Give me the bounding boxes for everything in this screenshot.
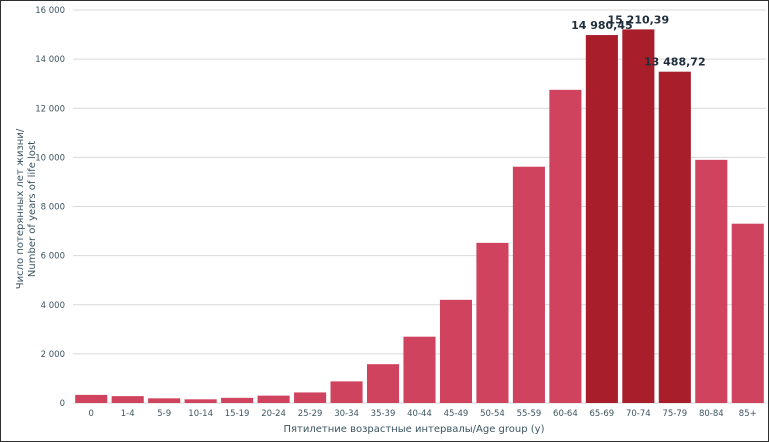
bar-45-49 xyxy=(439,299,473,403)
y-axis-label-line2: Number of years of life lost xyxy=(27,141,38,277)
y-tick-label: 10 000 xyxy=(35,153,65,163)
bar-75-79 xyxy=(658,71,691,403)
bar-50-54 xyxy=(476,242,509,403)
x-tick-label: 5-9 xyxy=(157,409,171,419)
y-tick-label: 8 000 xyxy=(41,203,65,213)
y-tick-label: 6 000 xyxy=(41,252,65,262)
bar-30-34 xyxy=(330,381,363,403)
x-axis-label: Пятилетние возрастные интервалы/Age grou… xyxy=(284,424,545,435)
x-tick-label: 15-19 xyxy=(225,409,250,419)
x-tick-label: 40-44 xyxy=(407,409,432,419)
bar-65-69 xyxy=(585,35,618,404)
x-tick-label: 65-69 xyxy=(590,409,615,419)
data-label: 14 980,45 xyxy=(571,19,633,32)
x-tick-label: 55-59 xyxy=(517,409,542,419)
x-tick-label: 10-14 xyxy=(188,409,213,419)
bar-0 xyxy=(75,394,108,403)
y-tick-label: 12 000 xyxy=(35,104,65,114)
bar-80-84 xyxy=(695,159,728,403)
x-tick-label: 75-79 xyxy=(662,409,687,419)
x-tick-label: 85+ xyxy=(739,409,757,419)
bar-5-9 xyxy=(148,398,181,403)
y-axis-label-line1: Число потерянных лет жизни/ xyxy=(15,128,26,289)
bar-10-14 xyxy=(184,399,217,403)
data-label: 15 210,39 xyxy=(608,13,670,26)
bar-40-44 xyxy=(403,336,436,403)
x-tick-label: 0 xyxy=(89,409,94,419)
bar-60-64 xyxy=(549,89,582,403)
bar-20-24 xyxy=(257,395,290,403)
x-tick-label: 30-34 xyxy=(334,409,359,419)
labels-layer: 0 1-4 5-9 10-14 15-19 20-24 25-29 30-34 35-39 40-… xyxy=(89,13,757,419)
bar-1-4 xyxy=(111,396,144,403)
data-label: 13 488,72 xyxy=(644,56,706,69)
x-tick-label: 25-29 xyxy=(298,409,323,419)
bar-35-39 xyxy=(366,364,400,403)
x-tick-label: 70-74 xyxy=(626,409,651,419)
y-tick-label: 2 000 xyxy=(41,350,65,360)
x-tick-label: 35-39 xyxy=(371,409,396,419)
y-tick-label: 14 000 xyxy=(35,55,65,65)
y-tick-label: 16 000 xyxy=(35,6,65,16)
bar-55-59 xyxy=(512,166,545,403)
x-tick-label: 20-24 xyxy=(261,409,286,419)
bar-85+ xyxy=(731,223,764,403)
y-tick-label: 4 000 xyxy=(41,301,65,311)
x-tick-label: 45-49 xyxy=(444,409,469,419)
y-tick-label: 0 xyxy=(60,399,65,409)
x-tick-label: 50-54 xyxy=(480,409,505,419)
x-tick-label: 60-64 xyxy=(553,409,578,419)
x-tick-label: 1-4 xyxy=(121,409,135,419)
bars-layer xyxy=(75,29,764,404)
bar-70-74 xyxy=(622,29,655,403)
x-tick-label: 80-84 xyxy=(699,409,724,419)
bar-15-19 xyxy=(221,397,254,403)
bar-25-29 xyxy=(294,392,327,403)
